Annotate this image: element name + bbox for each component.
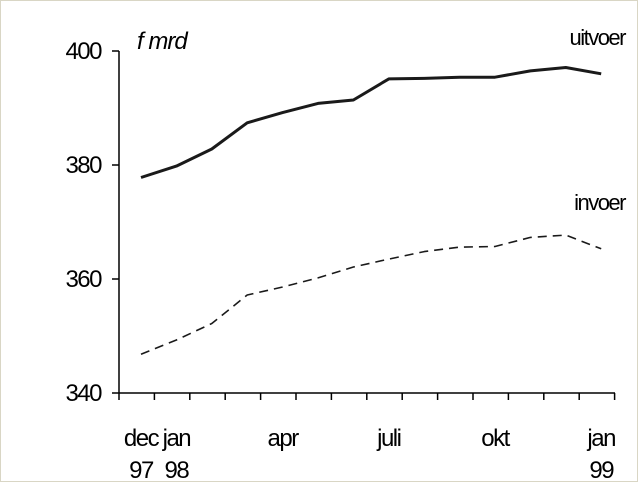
x-tick-label-jan: jan — [162, 425, 191, 452]
series-label-uitvoer: uitvoer — [569, 25, 626, 50]
series-group — [140, 66, 602, 355]
x-tick-sublabel-98: 98 — [165, 457, 190, 481]
x-tick-label-okt: okt — [481, 425, 510, 452]
series-line-invoer — [140, 234, 602, 355]
x-tick-sublabel-99: 99 — [589, 457, 614, 481]
series-line-uitvoer — [140, 66, 602, 179]
y-axis-unit-label: f mrd — [137, 28, 188, 55]
series-label-invoer: invoer — [574, 190, 626, 215]
y-tick-label-360: 360 — [65, 266, 102, 293]
y-tick-label-400: 400 — [65, 38, 102, 65]
x-tick-label-dec: dec — [124, 425, 160, 452]
x-tick-label-jan: jan — [586, 425, 615, 452]
labels-group: 340 360 380 400 dec 97 jan 98 apr juli okt jan 99 f m… — [65, 25, 627, 481]
y-tick-label-340: 340 — [65, 380, 102, 407]
x-tick-label-juli: juli — [376, 425, 401, 452]
axes — [112, 50, 616, 400]
y-tick-label-380: 380 — [65, 152, 102, 179]
x-tick-label-apr: apr — [268, 425, 300, 452]
x-tick-sublabel-97: 97 — [129, 457, 154, 481]
